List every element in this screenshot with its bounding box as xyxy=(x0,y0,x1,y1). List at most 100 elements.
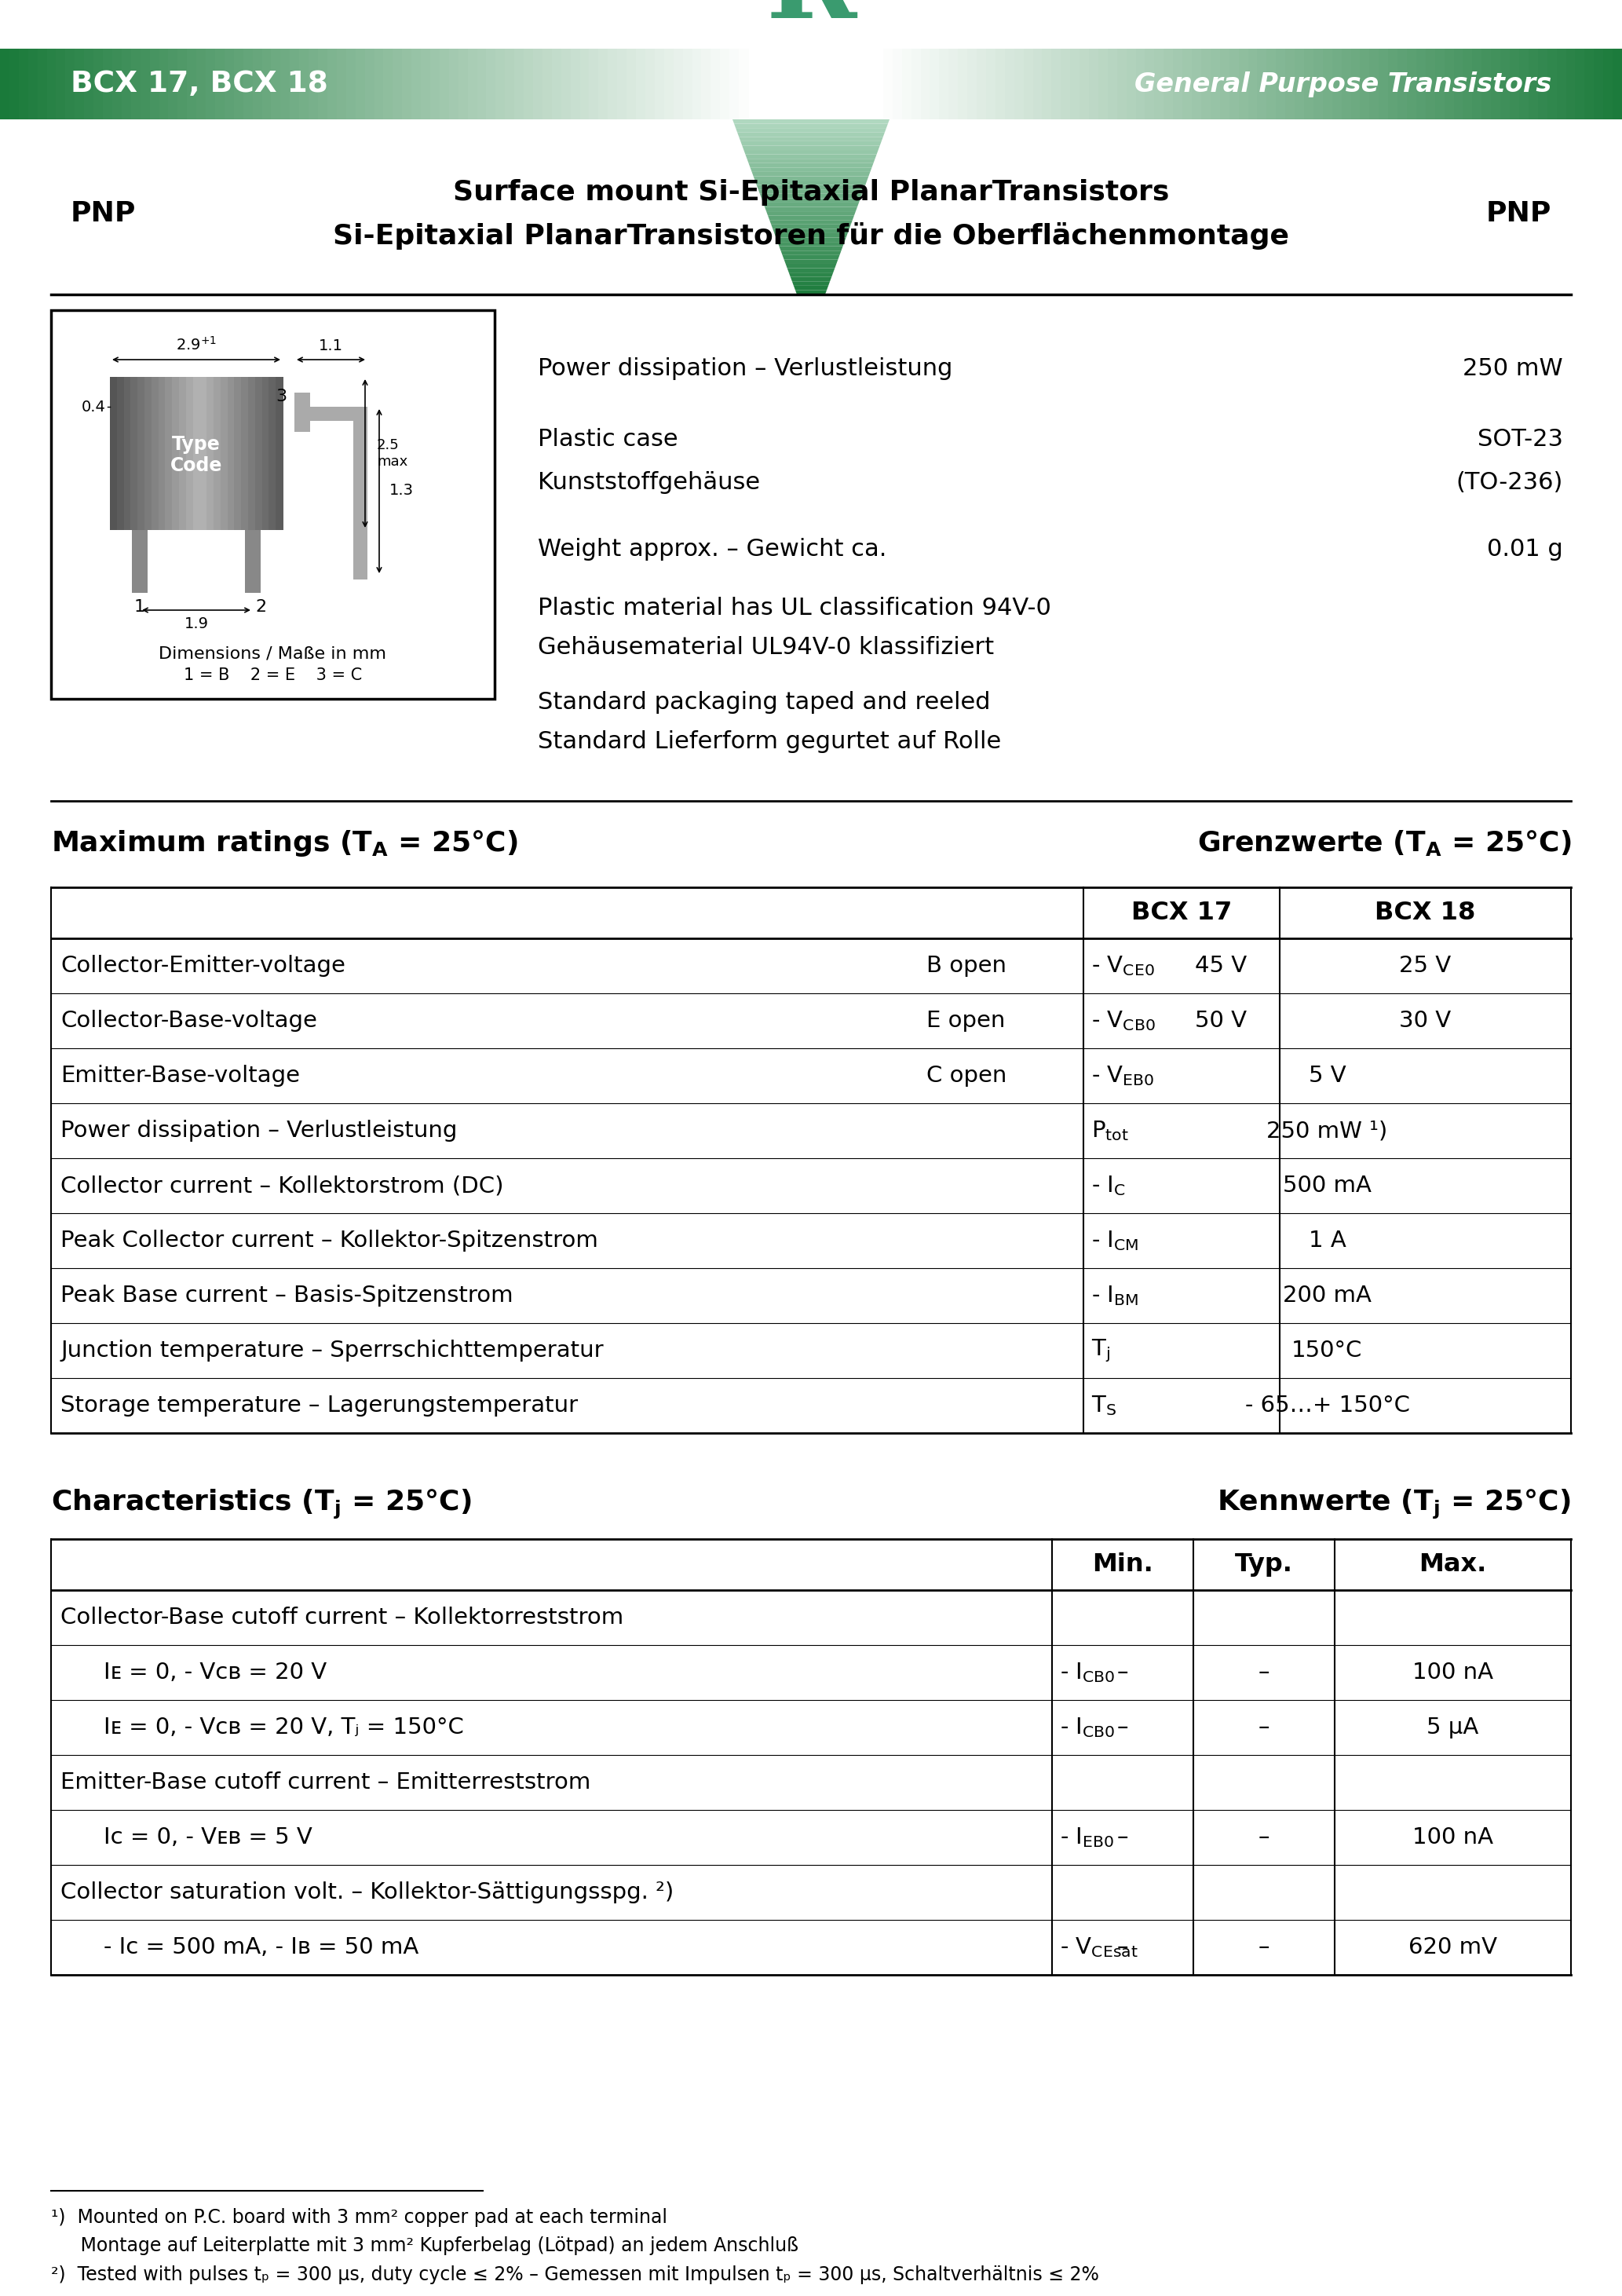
Polygon shape xyxy=(756,186,866,188)
Bar xyxy=(1277,48,1286,119)
Bar xyxy=(187,48,198,119)
Text: - V$_\mathregular{CEsat}$: - V$_\mathregular{CEsat}$ xyxy=(1059,1936,1139,1958)
Bar xyxy=(1257,48,1267,119)
Bar xyxy=(939,48,949,119)
Polygon shape xyxy=(751,168,871,172)
Text: 45 V: 45 V xyxy=(1195,955,1247,976)
Bar xyxy=(608,48,618,119)
Bar xyxy=(663,48,675,119)
Bar xyxy=(1332,48,1343,119)
Bar xyxy=(1173,48,1182,119)
Bar xyxy=(1314,48,1324,119)
Bar xyxy=(165,377,174,530)
Text: Dimensions / Maße in mm: Dimensions / Maße in mm xyxy=(159,645,386,661)
Bar xyxy=(281,48,290,119)
Text: T$_\mathregular{j}$: T$_\mathregular{j}$ xyxy=(1092,1336,1109,1364)
Bar xyxy=(1473,48,1483,119)
Text: BCX 18: BCX 18 xyxy=(1375,900,1476,925)
Bar xyxy=(1416,48,1426,119)
Bar xyxy=(1538,48,1547,119)
Bar xyxy=(337,48,347,119)
Text: Standard packaging taped and reeled: Standard packaging taped and reeled xyxy=(539,691,991,714)
Bar xyxy=(1080,48,1090,119)
Text: B open: B open xyxy=(926,955,1007,976)
Bar xyxy=(986,48,996,119)
Polygon shape xyxy=(780,250,842,255)
Text: - Iᴄ = 500 mA, - Iʙ = 50 mA: - Iᴄ = 500 mA, - Iʙ = 50 mA xyxy=(104,1936,418,1958)
Bar xyxy=(412,48,422,119)
Bar xyxy=(967,48,978,119)
Bar xyxy=(1500,48,1510,119)
Text: Type: Type xyxy=(172,434,221,455)
Bar xyxy=(701,48,712,119)
Bar xyxy=(1202,48,1212,119)
Bar xyxy=(393,48,402,119)
Bar xyxy=(1023,48,1033,119)
Text: ¹)  Mounted on P.C. board with 3 mm² copper pad at each terminal: ¹) Mounted on P.C. board with 3 mm² copp… xyxy=(50,2209,667,2227)
Bar xyxy=(1491,48,1502,119)
Bar xyxy=(269,377,276,530)
Text: 25 V: 25 V xyxy=(1400,955,1452,976)
Bar xyxy=(1426,48,1435,119)
Bar xyxy=(139,48,151,119)
Bar xyxy=(430,48,440,119)
Bar xyxy=(1388,48,1398,119)
Text: Power dissipation – Verlustleistung: Power dissipation – Verlustleistung xyxy=(539,358,952,381)
Polygon shape xyxy=(770,225,852,230)
Polygon shape xyxy=(748,158,874,163)
Text: P$_\mathregular{tot}$: P$_\mathregular{tot}$ xyxy=(1092,1118,1129,1143)
Bar xyxy=(214,377,221,530)
Bar xyxy=(122,48,131,119)
Bar xyxy=(1004,48,1015,119)
Text: Power dissipation – Verlustleistung: Power dissipation – Verlustleistung xyxy=(60,1120,457,1141)
Bar xyxy=(1510,48,1520,119)
Text: Si-Epitaxial PlanarTransistoren für die Oberflächenmontage: Si-Epitaxial PlanarTransistoren für die … xyxy=(333,223,1289,250)
Bar xyxy=(1126,48,1137,119)
Polygon shape xyxy=(783,259,839,264)
Text: Standard Lieferform gegurtet auf Rolle: Standard Lieferform gegurtet auf Rolle xyxy=(539,730,1001,753)
Text: - I$_\mathregular{C}$: - I$_\mathregular{C}$ xyxy=(1092,1173,1126,1199)
Bar xyxy=(1135,48,1145,119)
Polygon shape xyxy=(795,289,827,294)
Bar xyxy=(1088,48,1100,119)
Bar xyxy=(459,48,469,119)
Text: General Purpose Transistors: General Purpose Transistors xyxy=(1134,71,1551,96)
Bar xyxy=(234,377,242,530)
Text: Kunststoffgehäuse: Kunststoffgehäuse xyxy=(539,471,761,494)
Bar xyxy=(1406,48,1418,119)
Text: 500 mA: 500 mA xyxy=(1283,1176,1372,1196)
Text: - I$_\mathregular{CB0}$: - I$_\mathregular{CB0}$ xyxy=(1059,1660,1116,1685)
Bar xyxy=(290,48,300,119)
Polygon shape xyxy=(777,241,845,246)
Text: Characteristics (T$_\mathregular{j}$ = 25°C): Characteristics (T$_\mathregular{j}$ = 2… xyxy=(50,1488,472,1520)
Bar xyxy=(626,48,637,119)
Bar xyxy=(10,48,19,119)
Text: 0.01 g: 0.01 g xyxy=(1487,537,1564,560)
Bar xyxy=(328,48,337,119)
Bar xyxy=(1483,48,1492,119)
Text: - V$_\mathregular{CB0}$: - V$_\mathregular{CB0}$ xyxy=(1092,1010,1155,1033)
Bar xyxy=(1220,48,1229,119)
Bar xyxy=(138,377,146,530)
Bar xyxy=(354,406,368,579)
Text: 0.4: 0.4 xyxy=(81,400,105,413)
Bar xyxy=(131,48,141,119)
Bar xyxy=(467,48,478,119)
Bar xyxy=(271,48,281,119)
Bar xyxy=(1304,48,1314,119)
Text: Peak Base current – Basis-Spitzenstrom: Peak Base current – Basis-Spitzenstrom xyxy=(60,1286,513,1306)
Text: Min.: Min. xyxy=(1092,1552,1153,1577)
Bar xyxy=(151,377,159,530)
Bar xyxy=(196,48,206,119)
Polygon shape xyxy=(793,285,829,289)
Bar xyxy=(959,48,968,119)
Bar xyxy=(1182,48,1192,119)
Text: Plastic case: Plastic case xyxy=(539,427,678,450)
Bar xyxy=(534,48,543,119)
Bar xyxy=(37,48,47,119)
Bar xyxy=(720,48,730,119)
Text: Code: Code xyxy=(170,457,222,475)
Bar xyxy=(0,48,10,119)
Polygon shape xyxy=(754,181,868,186)
Bar xyxy=(1398,48,1408,119)
